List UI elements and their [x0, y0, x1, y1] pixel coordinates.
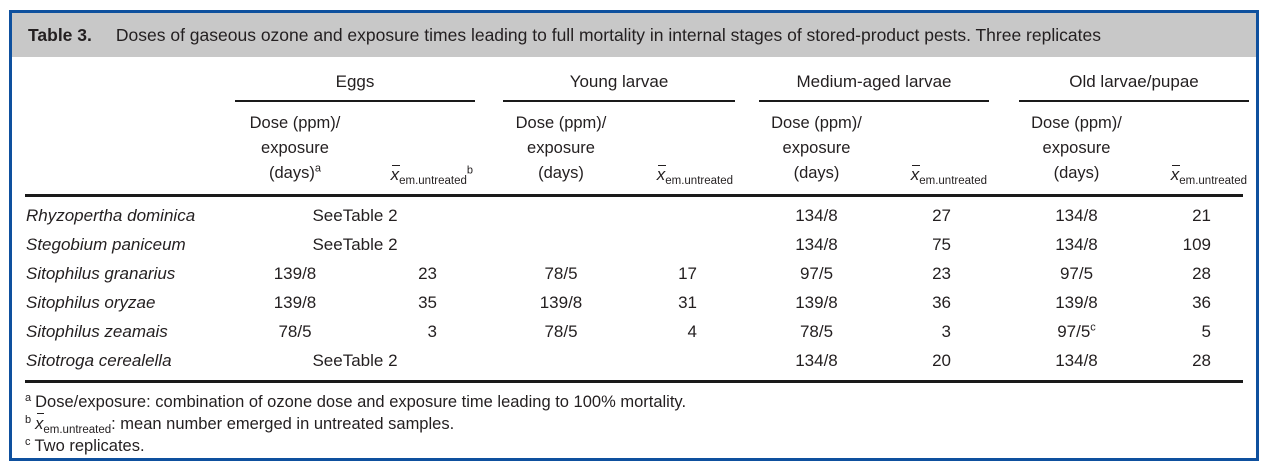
- medium-xbar-value: 75: [932, 235, 951, 254]
- dose-header-old-larvae-pupae: Dose (ppm)/ exposure (days): [1031, 114, 1122, 182]
- eggs-xbar-value: 3: [427, 322, 437, 341]
- medium-xbar-value: 20: [932, 351, 951, 370]
- old-dose-value: 97/5c: [1057, 321, 1096, 341]
- xbar-symbol: x: [656, 164, 666, 184]
- xbar-header-old-larvae-pupae: xem.untreated: [1170, 164, 1247, 187]
- medium-dose-value: 97/5: [799, 264, 834, 283]
- old-xbar-value: 109: [1182, 235, 1211, 254]
- old-xbar-value: 5: [1201, 322, 1211, 341]
- xbar-symbol: x: [390, 164, 400, 184]
- dose-header-young-larvae: Dose (ppm)/ exposure (days): [515, 114, 607, 182]
- table-row: Sitotroga cerealella SeeTable 2 134/8 20…: [25, 346, 1243, 375]
- species-name: Stegobium paniceum: [26, 235, 186, 254]
- xbar-symbol: x: [35, 412, 45, 433]
- group-header-eggs: Eggs: [235, 72, 475, 102]
- group-header-old-larvae-pupae: Old larvae/pupae: [1019, 72, 1249, 102]
- medium-dose-value: 134/8: [795, 235, 838, 254]
- medium-dose-value: 78/5: [799, 322, 834, 341]
- medium-xbar-value: 23: [932, 264, 951, 283]
- table-frame: Table 3. Doses of gaseous ozone and expo…: [9, 10, 1259, 461]
- species-name: Rhyzopertha dominica: [26, 206, 196, 225]
- medium-xbar-value: 36: [932, 293, 951, 312]
- table-caption-text: Doses of gaseous ozone and exposure time…: [115, 24, 1101, 45]
- table-caption-bar: Table 3. Doses of gaseous ozone and expo…: [12, 13, 1256, 57]
- see-table-reference: SeeTable 2: [312, 206, 398, 225]
- footnote-marker-b-ref: b: [466, 164, 473, 177]
- medium-xbar-value: 27: [932, 206, 951, 225]
- footnote-marker-b: b: [25, 413, 32, 426]
- footnote-marker-c-ref: c: [1090, 321, 1096, 334]
- old-dose-value: 139/8: [1055, 293, 1098, 312]
- see-table-reference: SeeTable 2: [312, 235, 398, 254]
- eggs-dose-value: 139/8: [273, 293, 317, 312]
- group-header-medium-aged-larvae: Medium-aged larvae: [759, 72, 989, 102]
- dose-header-medium-aged-larvae: Dose (ppm)/ exposure (days): [771, 114, 862, 182]
- xbar-header-medium-aged-larvae: xem.untreated: [910, 164, 987, 187]
- table-row: Sitophilus granarius 139/8 23 78/5 17 97…: [25, 259, 1243, 288]
- medium-dose-value: 139/8: [795, 293, 838, 312]
- footnote-marker-a-ref: a: [314, 162, 321, 175]
- medium-dose-value: 134/8: [795, 206, 838, 225]
- footnote-marker-a: a: [25, 391, 32, 404]
- xbar-symbol: x: [910, 164, 920, 184]
- young-dose-value: 78/5: [544, 264, 578, 283]
- table-content: Eggs Young larvae Medium-aged larvae Old…: [12, 72, 1256, 457]
- column-subheader-row: Dose (ppm)/ exposure (days)a xem.untreat…: [25, 111, 1247, 187]
- old-xbar-value: 28: [1192, 351, 1211, 370]
- medium-dose-value: 134/8: [795, 351, 838, 370]
- table-number-label: Table 3.: [28, 24, 92, 45]
- footnote-marker-c: c: [25, 435, 31, 448]
- table-row: Sitophilus zeamais 78/5 3 78/5 4 78/5 3 …: [25, 317, 1243, 346]
- eggs-dose-value: 139/8: [273, 264, 317, 283]
- column-group-header-row: Eggs Young larvae Medium-aged larvae Old…: [25, 72, 1249, 102]
- table-body: Rhyzopertha dominica SeeTable 2 134/8 27…: [25, 197, 1243, 378]
- header-body-divider-rule: [25, 194, 1243, 197]
- xbar-header-young-larvae: xem.untreated: [656, 164, 733, 187]
- table-row: Sitophilus oryzae 139/8 35 139/8 31 139/…: [25, 288, 1243, 317]
- young-xbar-value: 31: [678, 293, 697, 312]
- table-row: Rhyzopertha dominica SeeTable 2 134/8 27…: [25, 201, 1243, 230]
- dose-header-eggs: Dose (ppm)/ exposure (days)a: [249, 114, 341, 182]
- species-name: Sitophilus oryzae: [26, 293, 156, 312]
- xbar-symbol: x: [1170, 164, 1180, 184]
- xbar-header-eggs: xem.untreatedb: [390, 164, 473, 187]
- old-xbar-value: 21: [1192, 206, 1211, 225]
- old-dose-value: 134/8: [1055, 206, 1098, 225]
- eggs-xbar-value: 35: [418, 293, 437, 312]
- old-xbar-value: 28: [1192, 264, 1211, 283]
- young-xbar-value: 4: [687, 322, 697, 341]
- medium-xbar-value: 3: [941, 322, 951, 341]
- footnotes: a Dose/exposure: combination of ozone dos…: [25, 391, 1243, 457]
- table-row: Stegobium paniceum SeeTable 2 134/8 75 1…: [25, 230, 1243, 259]
- eggs-dose-value: 78/5: [278, 322, 312, 341]
- footnote-c: c Two replicates.: [25, 435, 145, 455]
- species-name: Sitophilus granarius: [26, 264, 176, 283]
- old-dose-value: 134/8: [1055, 235, 1098, 254]
- body-footnote-divider-rule: [25, 380, 1243, 383]
- old-dose-value: 134/8: [1055, 351, 1098, 370]
- old-dose-value: 97/5: [1059, 264, 1094, 283]
- young-dose-value: 78/5: [544, 322, 578, 341]
- species-name: Sitotroga cerealella: [26, 351, 172, 370]
- see-table-reference: SeeTable 2: [312, 351, 398, 370]
- young-xbar-value: 17: [678, 264, 697, 283]
- species-name: Sitophilus zeamais: [26, 322, 168, 341]
- group-header-young-larvae: Young larvae: [503, 72, 735, 102]
- young-dose-value: 139/8: [539, 293, 583, 312]
- eggs-xbar-value: 23: [418, 264, 437, 283]
- footnote-b: b xem.untreated: mean number emerged in u…: [25, 412, 455, 436]
- footnote-a: a Dose/exposure: combination of ozone dos…: [25, 391, 687, 411]
- old-xbar-value: 36: [1192, 293, 1211, 312]
